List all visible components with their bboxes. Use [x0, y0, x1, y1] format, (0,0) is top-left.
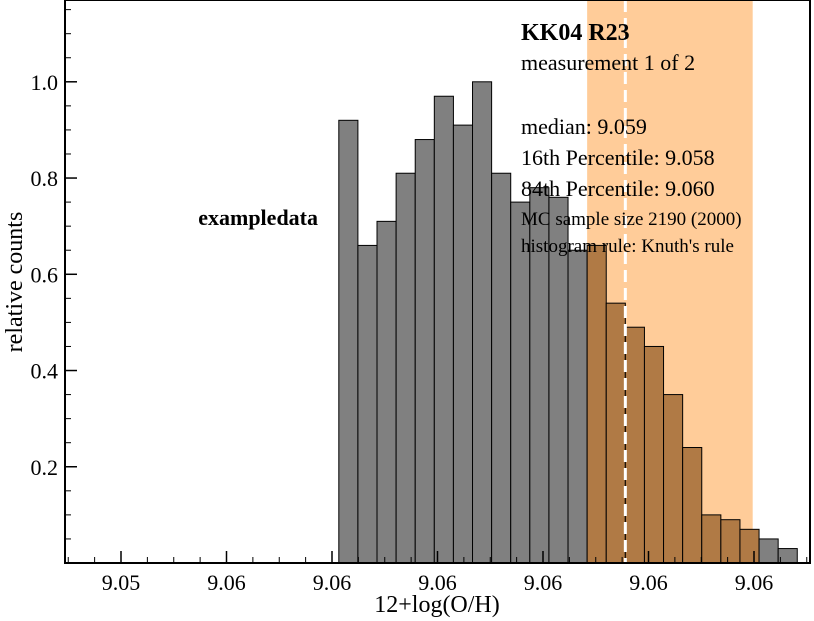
histogram-bar: [605, 302, 626, 564]
x-tick-label: 9.06: [207, 570, 246, 595]
histogram-bar: [433, 95, 454, 564]
histogram-bar: [338, 119, 359, 564]
histogram-bar: [777, 548, 798, 564]
y-tick-label: 0.2: [31, 455, 59, 480]
histogram-bar: [720, 519, 741, 564]
y-tick-label: 0.6: [31, 262, 59, 287]
x-tick-label: 9.06: [629, 570, 668, 595]
info-p84: 84th Percentile: 9.060: [521, 176, 715, 201]
histogram-bar: [414, 139, 435, 564]
info-measurement: measurement 1 of 2: [521, 50, 695, 75]
x-tick-label: 9.06: [524, 570, 563, 595]
info-median: median: 9.059: [521, 114, 647, 139]
x-axis-label: 12+log(O/H): [374, 592, 500, 618]
y-tick-label: 0.8: [31, 166, 59, 191]
histogram-bar: [472, 81, 493, 564]
histogram-bar: [491, 172, 512, 564]
histogram-bar: [586, 244, 607, 564]
y-tick-label: 0.4: [31, 359, 59, 384]
info-title: KK04 R23: [521, 20, 630, 46]
info-histogram-rule: histogram rule: Knuth's rule: [521, 236, 734, 257]
dataset-label: exampledata: [198, 205, 318, 230]
histogram-bar: [739, 528, 760, 564]
histogram-bar: [663, 394, 684, 564]
histogram-bar: [643, 345, 665, 564]
histogram-bar: [624, 326, 645, 564]
info-p16: 16th Percentile: 9.058: [521, 145, 715, 170]
y-axis-label: relative counts: [2, 212, 28, 353]
histogram-bar: [452, 124, 474, 564]
histogram-bar: [357, 244, 378, 564]
histogram-bar: [567, 249, 588, 564]
histogram-bar: [682, 447, 703, 564]
histogram-bar: [701, 514, 722, 564]
x-tick-label: 9.06: [418, 570, 457, 595]
x-tick-label: 9.06: [735, 570, 774, 595]
histogram-bar: [395, 172, 416, 564]
histogram-bar: [376, 220, 397, 564]
info-sample-size: MC sample size 2190 (2000): [521, 209, 742, 230]
x-tick-label: 9.06: [313, 570, 352, 595]
histogram-bar: [758, 538, 779, 564]
x-tick-label: 9.05: [102, 570, 141, 595]
y-tick-label: 1.0: [31, 70, 59, 95]
